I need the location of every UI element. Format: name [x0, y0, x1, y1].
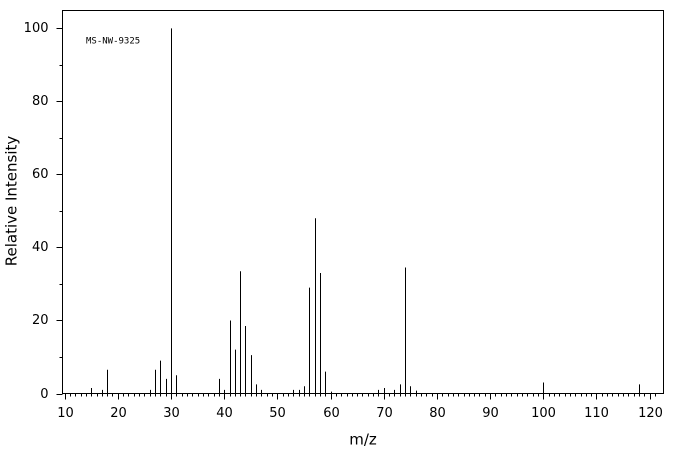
x-tick-label: 80	[429, 406, 446, 421]
y-axis-label: Relative Intensity	[3, 136, 21, 267]
x-tick-label: 30	[163, 406, 180, 421]
y-tick-label: 0	[40, 387, 48, 402]
x-tick-label: 70	[376, 406, 393, 421]
x-tick-label: 20	[110, 406, 127, 421]
annotation: MS-NW-9325	[86, 37, 140, 47]
x-tick-label: 10	[57, 406, 74, 421]
x-tick-label: 100	[531, 406, 556, 421]
x-tick-label: 60	[323, 406, 340, 421]
y-tick-label: 40	[32, 240, 49, 255]
x-tick-label: 110	[584, 406, 609, 421]
y-tick-label: 100	[24, 21, 49, 36]
x-axis-label: m/z	[349, 431, 377, 449]
y-tick-label: 20	[32, 313, 49, 328]
x-tick-label: 90	[482, 406, 499, 421]
x-tick-label: 50	[269, 406, 286, 421]
x-tick-label: 120	[638, 406, 663, 421]
y-tick-label: 80	[32, 94, 49, 109]
x-tick-label: 40	[216, 406, 233, 421]
plot-frame	[62, 10, 664, 394]
y-tick-label: 60	[32, 167, 49, 182]
